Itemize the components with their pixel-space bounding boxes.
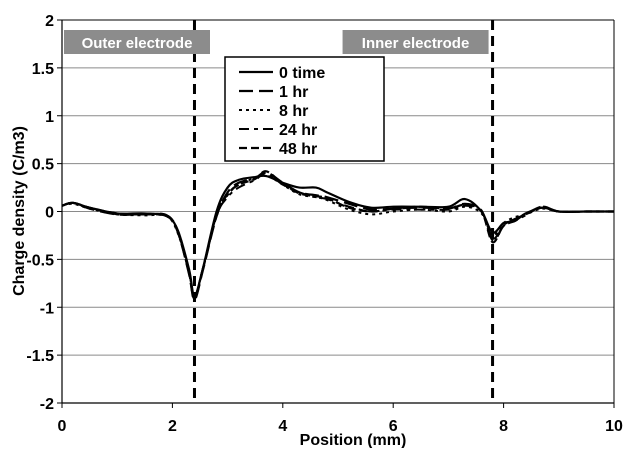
series-layer xyxy=(61,170,614,301)
legend-label: 1 hr xyxy=(279,84,308,101)
y-tick-label: -2 xyxy=(40,396,54,413)
x-tick-label: 2 xyxy=(168,418,177,435)
series-line-4 xyxy=(61,170,614,300)
x-tick-label: 4 xyxy=(278,418,287,435)
x-tick-label: 10 xyxy=(605,418,623,435)
series-line-3 xyxy=(61,172,614,298)
y-tick-label: 1 xyxy=(45,109,54,126)
axes: -2 -1.5 -1 -0.5 0 0.5 1 1.5 2 0 2 4 6 8 10 xyxy=(26,13,623,435)
legend-label: 48 hr xyxy=(279,141,317,158)
electrode-label-box xyxy=(342,30,489,54)
x-tick-label: 8 xyxy=(499,418,508,435)
y-axis-label: Charge density (C/m3) xyxy=(11,126,28,296)
legend-box xyxy=(224,56,385,162)
legend-label: 8 hr xyxy=(279,103,308,120)
y-tick-label: 1.5 xyxy=(32,61,54,78)
electrode-label: Outer electrode xyxy=(82,35,193,52)
x-tick-label: 6 xyxy=(389,418,398,435)
y-tick-label: -0.5 xyxy=(26,252,54,269)
legend-label: 24 hr xyxy=(279,122,317,139)
electrode-markers: Outer electrode Inner electrode xyxy=(64,20,495,403)
legend: 0 time 1 hr 8 hr 24 hr 48 hr xyxy=(224,56,385,162)
electrode-label: Inner electrode xyxy=(362,35,470,52)
y-tick-label: 0 xyxy=(45,205,54,222)
x-tick-label: 0 xyxy=(58,418,67,435)
y-tick-label: 0.5 xyxy=(32,157,54,174)
x-axis-label: Position (mm) xyxy=(300,432,407,448)
electrode-label-box xyxy=(64,30,210,54)
series-line-2 xyxy=(61,173,614,299)
y-tick-label: -1 xyxy=(40,300,54,317)
legend-label: 0 time xyxy=(279,65,325,82)
series-line-0 xyxy=(61,174,614,297)
y-tick-label: -1.5 xyxy=(26,348,54,365)
y-tick-label: 2 xyxy=(45,13,54,30)
series-line-1 xyxy=(61,171,614,301)
